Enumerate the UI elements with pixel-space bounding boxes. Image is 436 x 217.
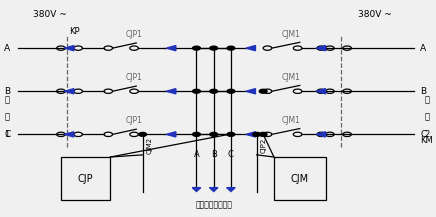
- Circle shape: [210, 46, 218, 50]
- Text: A: A: [194, 150, 199, 159]
- Polygon shape: [227, 188, 235, 192]
- Text: 外: 外: [424, 95, 429, 104]
- Text: CJM1: CJM1: [282, 73, 300, 82]
- Text: CJM1: CJM1: [282, 116, 300, 125]
- Circle shape: [259, 89, 267, 93]
- Text: CJP1: CJP1: [126, 30, 143, 39]
- Polygon shape: [167, 89, 176, 94]
- Text: CJM: CJM: [291, 174, 309, 184]
- Text: CJP: CJP: [78, 174, 93, 184]
- Text: CJP1: CJP1: [126, 116, 143, 125]
- Circle shape: [253, 132, 261, 136]
- Text: CJP1: CJP1: [126, 73, 143, 82]
- Bar: [61, 157, 110, 200]
- Polygon shape: [246, 46, 255, 51]
- Bar: [274, 157, 326, 200]
- Circle shape: [227, 46, 235, 50]
- Polygon shape: [65, 132, 74, 137]
- Text: CJM2: CJM2: [146, 137, 152, 154]
- Text: 380V ~: 380V ~: [358, 10, 392, 19]
- Text: 电: 电: [424, 113, 429, 122]
- Polygon shape: [192, 188, 201, 192]
- Text: C: C: [420, 130, 426, 139]
- Polygon shape: [167, 132, 176, 137]
- Text: B: B: [420, 87, 426, 96]
- Circle shape: [193, 89, 201, 93]
- Polygon shape: [316, 89, 326, 94]
- Circle shape: [227, 132, 235, 136]
- Circle shape: [193, 46, 201, 50]
- Polygon shape: [65, 89, 74, 94]
- Text: A: A: [420, 44, 426, 53]
- Text: CJP2: CJP2: [260, 138, 266, 153]
- Text: 1: 1: [4, 130, 10, 139]
- Polygon shape: [209, 188, 218, 192]
- Circle shape: [193, 132, 201, 136]
- Polygon shape: [246, 89, 255, 94]
- Text: 电: 电: [5, 113, 10, 122]
- Circle shape: [210, 89, 218, 93]
- Text: KP: KP: [70, 28, 80, 36]
- Text: 380V ~: 380V ~: [33, 10, 67, 19]
- Text: A: A: [4, 44, 10, 53]
- Polygon shape: [316, 132, 326, 137]
- Circle shape: [227, 89, 235, 93]
- Circle shape: [210, 132, 218, 136]
- Text: 2: 2: [424, 130, 429, 139]
- Text: （去电力稳压器）: （去电力稳压器）: [195, 200, 232, 209]
- Text: KM: KM: [420, 136, 433, 145]
- Polygon shape: [316, 46, 326, 51]
- Text: CJM1: CJM1: [282, 30, 300, 39]
- Text: 外: 外: [5, 95, 10, 104]
- Polygon shape: [246, 132, 255, 137]
- Text: C: C: [228, 150, 234, 159]
- Polygon shape: [167, 46, 176, 51]
- Circle shape: [139, 132, 146, 136]
- Text: B: B: [211, 150, 217, 159]
- Polygon shape: [65, 46, 74, 51]
- Circle shape: [259, 132, 267, 136]
- Text: C: C: [4, 130, 10, 139]
- Text: B: B: [4, 87, 10, 96]
